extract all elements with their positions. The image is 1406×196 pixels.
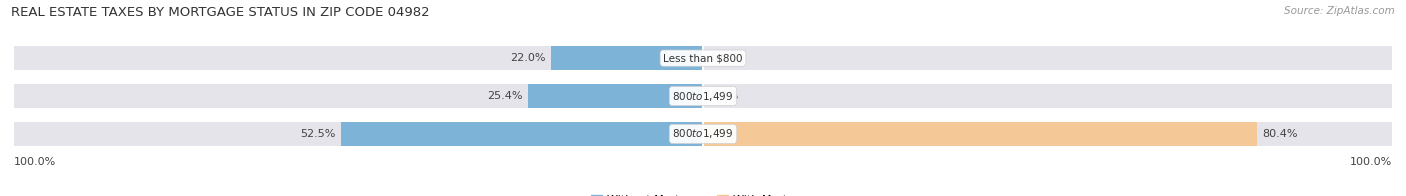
Text: Source: ZipAtlas.com: Source: ZipAtlas.com [1284, 6, 1395, 16]
Bar [703, 46, 1392, 70]
Text: REAL ESTATE TAXES BY MORTGAGE STATUS IN ZIP CODE 04982: REAL ESTATE TAXES BY MORTGAGE STATUS IN … [11, 6, 430, 19]
Bar [14, 46, 703, 70]
Bar [14, 122, 703, 146]
Text: 80.4%: 80.4% [1263, 129, 1298, 139]
Bar [342, 122, 703, 146]
Legend: Without Mortgage, With Mortgage: Without Mortgage, With Mortgage [586, 191, 820, 196]
Bar [14, 84, 703, 108]
Text: 0.0%: 0.0% [710, 91, 738, 101]
Text: 100.0%: 100.0% [14, 157, 56, 167]
Text: 0.0%: 0.0% [710, 53, 738, 63]
Text: $800 to $1,499: $800 to $1,499 [672, 90, 734, 103]
Bar [703, 122, 1257, 146]
Text: 100.0%: 100.0% [1350, 157, 1392, 167]
Text: 22.0%: 22.0% [510, 53, 546, 63]
Bar [551, 46, 703, 70]
Text: 52.5%: 52.5% [301, 129, 336, 139]
Bar [529, 84, 703, 108]
Text: Less than $800: Less than $800 [664, 53, 742, 63]
Bar [703, 84, 1392, 108]
Text: $800 to $1,499: $800 to $1,499 [672, 127, 734, 140]
Bar [703, 122, 1392, 146]
Text: 25.4%: 25.4% [486, 91, 523, 101]
